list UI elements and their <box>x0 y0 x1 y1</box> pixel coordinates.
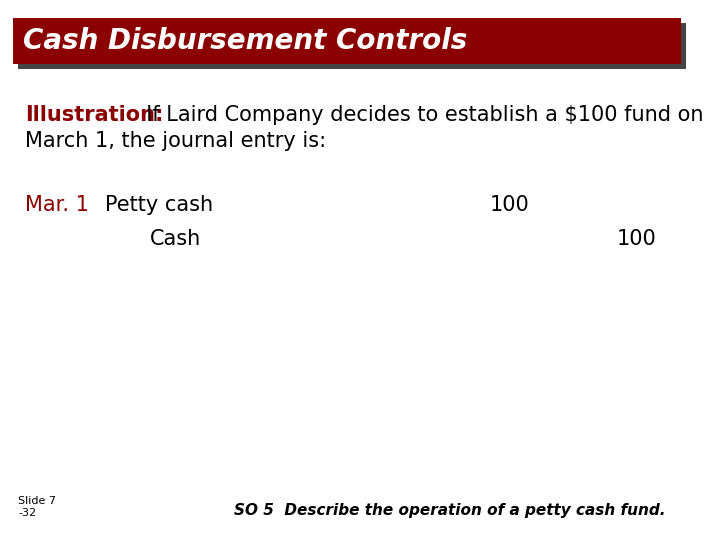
Text: 100: 100 <box>490 195 530 215</box>
Text: If Laird Company decides to establish a $100 fund on: If Laird Company decides to establish a … <box>133 105 703 125</box>
Text: March 1, the journal entry is:: March 1, the journal entry is: <box>25 131 326 151</box>
FancyBboxPatch shape <box>13 18 681 64</box>
Text: Illustration:: Illustration: <box>25 105 163 125</box>
Text: Petty cash: Petty cash <box>105 195 213 215</box>
Text: SO 5  Describe the operation of a petty cash fund.: SO 5 Describe the operation of a petty c… <box>234 503 666 518</box>
Text: Slide 7
-32: Slide 7 -32 <box>18 496 56 518</box>
Text: Cash Disbursement Controls: Cash Disbursement Controls <box>23 27 467 55</box>
Text: 100: 100 <box>617 229 657 249</box>
FancyBboxPatch shape <box>18 23 686 69</box>
Text: Cash: Cash <box>150 229 202 249</box>
Text: Mar. 1: Mar. 1 <box>25 195 89 215</box>
